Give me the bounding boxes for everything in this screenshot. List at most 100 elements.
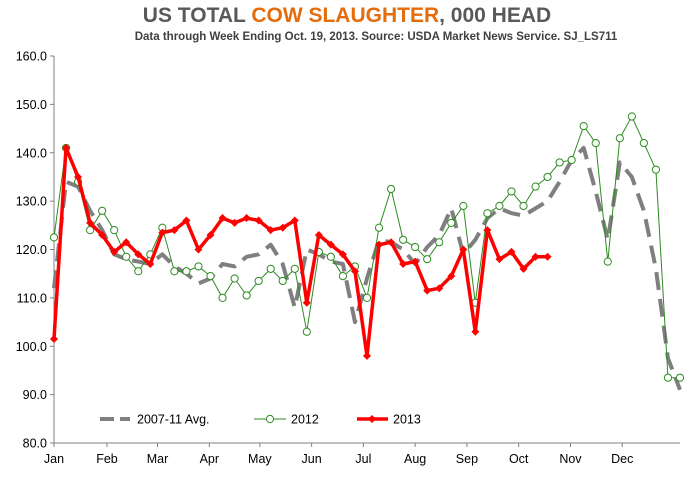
point-2013: [495, 255, 504, 264]
point-2013: [375, 240, 384, 249]
point-2013: [471, 327, 480, 336]
point-2013: [158, 228, 167, 237]
point-2012: [447, 218, 456, 227]
chart-title-prefix: US TOTAL: [143, 4, 252, 27]
point-2012: [483, 209, 492, 218]
point-2013: [194, 245, 203, 254]
point-2013: [170, 226, 179, 235]
point-2012: [326, 252, 335, 261]
point-2013: [423, 286, 432, 295]
point-2013: [314, 230, 323, 239]
point-2012: [507, 187, 516, 196]
y-tick-label: 110.0: [17, 291, 47, 305]
point-2012: [290, 264, 299, 273]
y-tick-label: 100.0: [16, 340, 47, 354]
point-2012: [519, 201, 528, 211]
point-2012: [459, 201, 468, 211]
point-2012: [555, 158, 564, 167]
point-2012: [49, 233, 59, 242]
point-2012: [386, 184, 396, 194]
point-2012: [206, 272, 215, 281]
point-2012: [218, 293, 227, 302]
point-2012: [651, 165, 661, 174]
point-2013: [206, 230, 215, 239]
chart-subtitle: Data through Week Ending Oct. 19, 2013. …: [135, 31, 618, 43]
x-tick-label: Feb: [96, 452, 118, 466]
point-2013: [543, 252, 552, 261]
point-2012: [362, 293, 372, 302]
point-2012: [98, 206, 107, 215]
point-2012: [579, 122, 588, 131]
point-2013: [387, 238, 396, 247]
point-2012: [182, 267, 191, 276]
x-tick-label: May: [248, 452, 272, 466]
point-2013: [483, 226, 492, 235]
x-tick-label: Jan: [44, 452, 64, 466]
point-2012: [531, 182, 540, 191]
point-2012: [675, 373, 685, 382]
point-2012: [230, 274, 239, 283]
axes: 80.0 90.0 100.0 110.0 120.0 130.0 140.0 150.0 16…: [16, 50, 680, 466]
point-2012: [278, 276, 287, 286]
point-2012: [615, 134, 624, 143]
point-2013: [350, 267, 359, 276]
point-2013: [519, 264, 528, 273]
point-2012: [399, 235, 408, 244]
point-2012: [435, 238, 444, 247]
point-2012: [591, 138, 600, 148]
point-2013: [435, 284, 444, 293]
legend-marker-2012: [265, 414, 275, 424]
point-2012: [495, 201, 504, 211]
point-2012: [603, 257, 612, 266]
point-2012: [423, 255, 432, 264]
point-2013: [254, 216, 263, 225]
x-tick-label: Jul: [355, 452, 371, 466]
y-tick-label: 140.0: [16, 146, 47, 160]
point-2013: [411, 257, 420, 266]
x-tick-label: Mar: [147, 452, 169, 466]
point-2013: [290, 216, 299, 225]
point-2012: [663, 373, 673, 382]
point-2013: [531, 252, 540, 261]
legend-label-2013: 2013: [393, 413, 421, 427]
point-2013: [134, 250, 143, 259]
point-2012: [567, 155, 576, 165]
x-tick-label: Aug: [404, 452, 426, 466]
point-2012: [134, 267, 143, 276]
chart-title: US TOTAL COW SLAUGHTER, 000 HEAD: [143, 4, 551, 27]
point-2013: [110, 247, 119, 256]
y-tick-label: 160.0: [16, 50, 47, 64]
point-2012: [242, 291, 251, 300]
y-tick-label: 150.0: [16, 98, 47, 112]
point-2013: [399, 260, 408, 269]
point-2012: [266, 264, 275, 273]
x-tick-label: Oct: [509, 452, 529, 466]
point-2012: [543, 172, 552, 182]
point-2013: [459, 245, 468, 254]
point-2013: [338, 250, 347, 259]
chart-title-highlight: COW SLAUGHTER: [251, 4, 439, 27]
point-2013: [230, 218, 239, 227]
y-tick-label: 80.0: [23, 437, 47, 451]
series-line-avg-2007-11: [52, 145, 682, 391]
point-2012: [254, 276, 263, 286]
x-tick-label: Nov: [559, 452, 582, 466]
y-tick-label: 90.0: [23, 388, 47, 402]
point-2012: [122, 252, 131, 261]
series-area: [49, 112, 685, 391]
point-2012: [627, 112, 636, 121]
x-tick-label: Jun: [302, 452, 322, 466]
point-2013: [182, 216, 191, 225]
point-2012: [302, 327, 311, 336]
point-2013: [326, 240, 335, 249]
point-2013: [302, 298, 311, 307]
point-2012: [374, 223, 384, 232]
legend-label-avg: 2007-11 Avg.: [137, 413, 210, 427]
point-2013: [266, 226, 275, 235]
point-2012: [194, 262, 203, 271]
point-2012: [110, 226, 119, 235]
legend: 2007-11 Avg. 2012 2013: [100, 413, 421, 427]
point-2013: [50, 334, 58, 343]
point-2012: [170, 267, 179, 276]
